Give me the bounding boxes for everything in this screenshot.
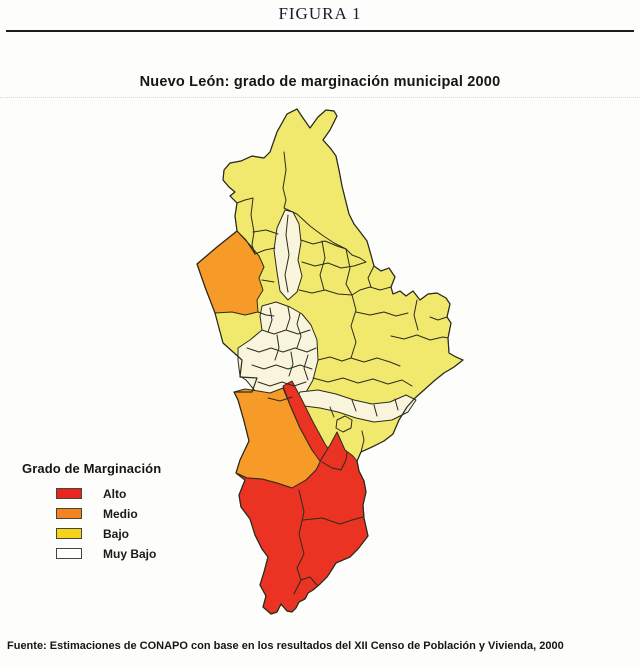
legend-swatch-medio <box>56 508 82 519</box>
municipality-wedge-muy-bajo <box>273 209 303 301</box>
map-legend: Grado de Marginación Alto Medio Bajo Muy… <box>22 461 222 568</box>
figure-label: FIGURA 1 <box>278 4 362 23</box>
legend-swatch-bajo <box>56 528 82 539</box>
source-note: Fuente: Estimaciones de CONAPO con base … <box>7 640 564 652</box>
legend-title: Grado de Marginación <box>22 461 162 476</box>
scan-artifact-line <box>0 97 640 98</box>
state-border <box>196 108 464 615</box>
legend-row-alto: Alto <box>56 486 222 501</box>
municipal-boundaries <box>236 151 449 595</box>
southeast-band-muy-bajo <box>294 389 417 423</box>
legend-swatch-muy-bajo <box>56 548 82 559</box>
legend-label-bajo: Bajo <box>103 526 130 541</box>
legend-label-alto: Alto <box>103 486 127 501</box>
legend-row-medio: Medio <box>56 506 222 521</box>
legend-items: Alto Medio Bajo Muy Bajo <box>56 486 222 561</box>
legend-row-muy-bajo: Muy Bajo <box>56 546 222 561</box>
legend-label-muy-bajo: Muy Bajo <box>103 546 157 561</box>
map-title: Nuevo León: grado de marginación municip… <box>139 74 501 90</box>
legend-label-medio: Medio <box>103 506 138 521</box>
horizontal-rule <box>6 30 634 32</box>
legend-row-bajo: Bajo <box>56 526 222 541</box>
legend-swatch-alto <box>56 488 82 499</box>
